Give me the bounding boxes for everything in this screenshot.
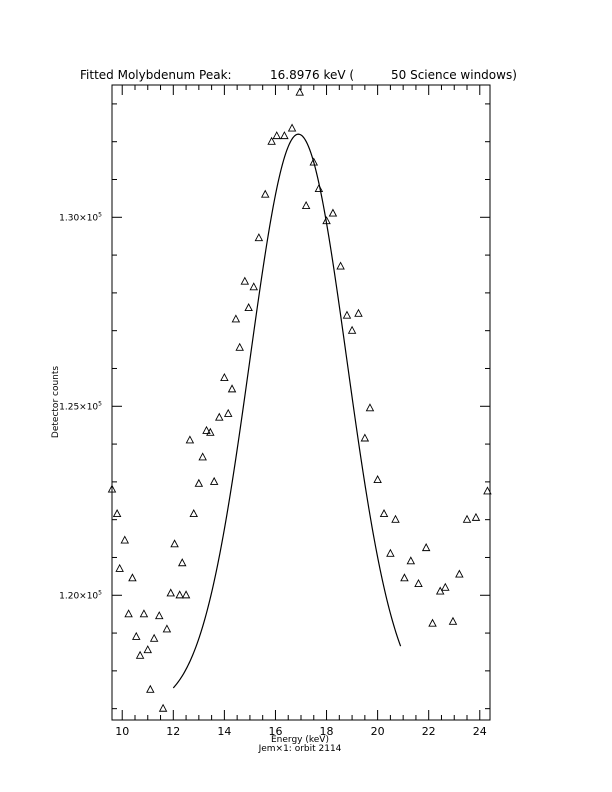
data-point <box>373 475 382 484</box>
data-point <box>365 403 375 412</box>
data-point <box>215 412 224 421</box>
data-point <box>132 631 141 640</box>
data-point <box>360 433 370 442</box>
data-point <box>120 535 130 544</box>
data-point <box>328 208 338 217</box>
data-point <box>267 136 276 145</box>
data-point <box>143 645 153 654</box>
x-axis-ticks: 10 12 14 16 18 20 22 24 <box>115 85 487 738</box>
data-point <box>107 484 117 493</box>
data-point <box>146 684 155 693</box>
data-point <box>194 478 204 487</box>
data-point <box>435 586 445 595</box>
x-tick-label: 20 <box>371 725 385 738</box>
data-point <box>448 616 458 625</box>
data-point <box>455 569 464 578</box>
x-tick-label: 14 <box>217 725 231 738</box>
plot-frame <box>111 84 491 721</box>
x-tick-label: 18 <box>320 725 334 738</box>
chart-title-windows: 50 Science windows) <box>391 68 517 82</box>
data-points <box>107 87 492 712</box>
data-point <box>254 233 264 242</box>
data-point <box>462 514 472 523</box>
data-point <box>406 556 416 565</box>
data-point <box>170 539 179 548</box>
data-point <box>421 543 431 552</box>
data-point <box>354 308 363 317</box>
fit-curve-layer <box>172 133 402 689</box>
data-point <box>249 282 258 291</box>
x-axis-label: Energy (keV) <box>271 735 329 745</box>
data-point <box>301 200 311 210</box>
data-point <box>336 261 345 270</box>
data-point <box>112 509 122 518</box>
y-tick-label: 1.30×105 <box>59 211 102 223</box>
data-point <box>240 276 250 285</box>
data-point <box>139 609 149 618</box>
data-point <box>189 509 198 518</box>
data-point <box>260 189 270 198</box>
data-point <box>155 611 164 620</box>
data-point <box>386 548 395 557</box>
data-point <box>287 123 297 132</box>
chart-title-value: 16.8976 keV ( <box>270 68 354 82</box>
data-point <box>314 183 324 192</box>
data-point <box>162 624 172 633</box>
data-point <box>295 87 304 96</box>
data-point <box>391 514 400 523</box>
data-point <box>227 384 237 393</box>
data-point <box>428 618 437 627</box>
chart-subtitle: Jem×1: orbit 2114 <box>258 744 342 754</box>
y-tick-label: 1.20×105 <box>59 589 102 601</box>
data-point <box>206 427 215 436</box>
data-point <box>175 590 184 599</box>
data-point <box>483 486 492 495</box>
data-point <box>198 452 207 461</box>
chart-title-label: Fitted Molybdenum Peak: <box>80 68 232 82</box>
data-point <box>181 590 191 599</box>
y-axis-label: Detector counts <box>51 366 61 438</box>
x-tick-label: 10 <box>115 725 129 738</box>
x-tick-label: 24 <box>473 725 487 738</box>
data-point <box>235 342 244 351</box>
data-point <box>202 425 211 434</box>
data-point <box>149 633 159 642</box>
data-point <box>379 509 389 518</box>
data-point <box>128 573 137 582</box>
data-point <box>471 512 481 521</box>
data-point <box>124 609 133 618</box>
data-point <box>280 131 289 140</box>
x-tick-label: 12 <box>166 725 180 738</box>
data-point <box>223 408 233 417</box>
data-point <box>115 563 124 572</box>
data-point <box>342 310 352 319</box>
x-tick-label: 22 <box>422 725 436 738</box>
y-axis-ticks: 1.20×105 1.25×105 1.30×105 <box>59 103 490 710</box>
data-point <box>322 216 331 225</box>
data-point <box>209 476 219 485</box>
data-point <box>166 588 175 597</box>
data-point <box>272 131 281 140</box>
fit-curve <box>172 133 402 689</box>
data-point <box>177 558 187 567</box>
x-tick-label: 16 <box>268 725 282 738</box>
y-tick-label: 1.25×105 <box>59 400 102 412</box>
data-point <box>185 435 195 444</box>
data-point <box>441 582 450 591</box>
data-point <box>347 325 357 334</box>
data-point <box>135 650 145 659</box>
data-point <box>414 578 423 587</box>
data-point <box>244 303 253 312</box>
data-point <box>158 703 168 712</box>
data-point <box>309 157 319 166</box>
data-point <box>400 573 409 582</box>
data-point <box>220 372 229 381</box>
data-point <box>231 314 241 323</box>
